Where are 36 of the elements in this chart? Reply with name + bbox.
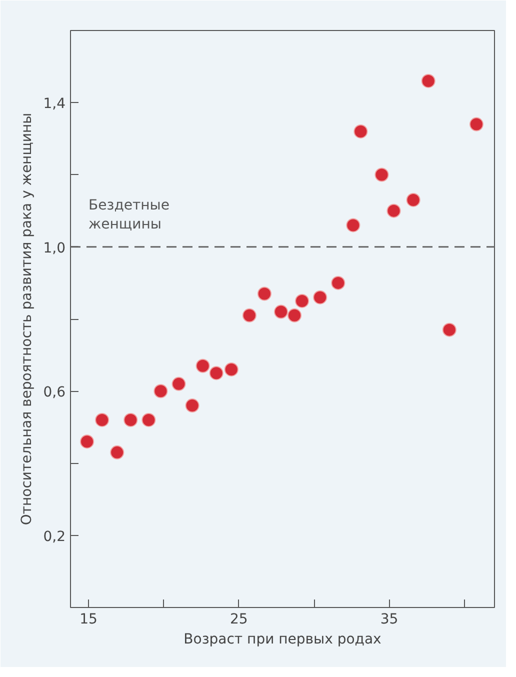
point (295, 294, 310, 308)
point (185, 398, 200, 413)
y-tick-label: 1,0 (43, 240, 66, 256)
point (154, 384, 168, 398)
y-tick-label: 1,4 (43, 96, 66, 112)
ref-line-label: Бездетные женщины (88, 197, 170, 232)
point (313, 290, 328, 304)
x-tick-label: 35 (380, 612, 398, 628)
point (442, 322, 456, 337)
point (209, 366, 224, 380)
y-tick-label: 0,2 (43, 528, 66, 545)
point (172, 376, 186, 391)
point (95, 412, 110, 427)
y-tick-label: 0,6 (43, 384, 66, 401)
point (124, 412, 138, 427)
point (242, 308, 256, 322)
point (354, 124, 368, 138)
point (406, 193, 420, 207)
point (346, 218, 360, 232)
point (274, 304, 288, 319)
x-axis-title: Возраст при первых родах (184, 632, 382, 648)
y-axis-title: Относительная вероятность развития рака у женщины (19, 112, 36, 526)
point (224, 362, 238, 376)
point (110, 445, 124, 460)
point (196, 358, 210, 373)
point (421, 74, 436, 88)
x-tick-label: 25 (230, 612, 248, 628)
point (331, 276, 346, 290)
x-tick-label: 15 (80, 612, 98, 628)
point (80, 434, 94, 449)
point (386, 204, 401, 218)
point (469, 117, 484, 132)
point (288, 308, 302, 322)
point (142, 412, 156, 427)
point (374, 168, 389, 182)
point (257, 286, 272, 301)
